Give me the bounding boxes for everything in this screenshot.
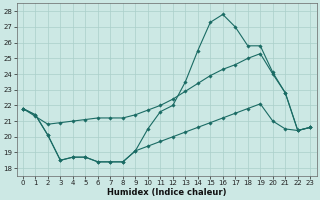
X-axis label: Humidex (Indice chaleur): Humidex (Indice chaleur): [107, 188, 226, 197]
